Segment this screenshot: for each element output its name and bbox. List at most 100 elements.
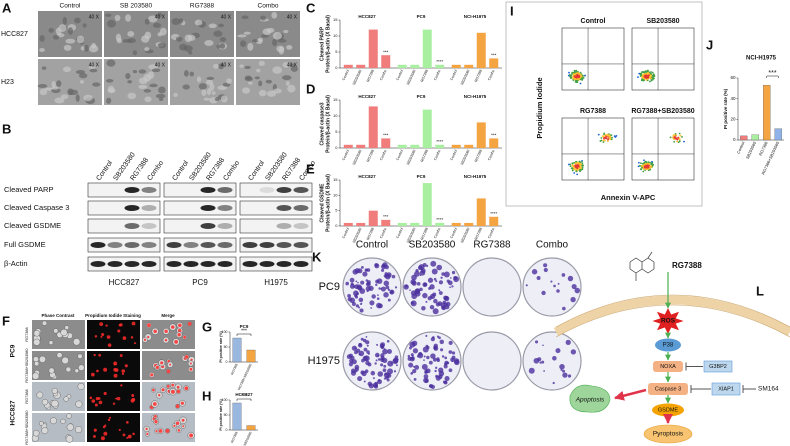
cell bbox=[37, 84, 48, 88]
event bbox=[643, 71, 646, 74]
pi-stain bbox=[106, 335, 111, 339]
cell bbox=[240, 40, 247, 47]
colony bbox=[428, 287, 431, 290]
x-tick-label: RG7388 bbox=[366, 149, 375, 163]
colony bbox=[355, 280, 358, 283]
protein-label: Full GSDME bbox=[4, 240, 46, 249]
cell bbox=[79, 80, 85, 84]
y-tick-label: 15 bbox=[333, 97, 338, 102]
event bbox=[577, 72, 580, 74]
cell bbox=[258, 60, 265, 67]
blot-frame bbox=[239, 200, 313, 216]
x-tick-label: RG7388 bbox=[366, 69, 375, 83]
cell bbox=[256, 68, 261, 73]
event bbox=[645, 79, 648, 81]
blot-band bbox=[124, 223, 140, 229]
colony bbox=[443, 271, 450, 278]
bar bbox=[368, 210, 378, 226]
cell bbox=[138, 84, 148, 90]
colony bbox=[374, 352, 380, 358]
pi-stain bbox=[154, 420, 158, 424]
colony bbox=[374, 263, 380, 269]
blot-frame bbox=[163, 200, 237, 216]
panel-label: K bbox=[312, 249, 322, 264]
group-label: HCC827 bbox=[358, 14, 376, 19]
event bbox=[569, 165, 572, 168]
bar bbox=[356, 222, 366, 226]
event bbox=[646, 76, 649, 79]
cell bbox=[106, 59, 116, 67]
cell bbox=[226, 78, 232, 84]
x-tick-label: SB203580 bbox=[406, 149, 417, 166]
pi-stain bbox=[120, 384, 123, 387]
node-label: ROS bbox=[661, 318, 676, 325]
colony bbox=[449, 286, 451, 289]
colony bbox=[382, 368, 387, 373]
cell bbox=[239, 64, 244, 68]
cell bbox=[187, 34, 196, 41]
pi-stain bbox=[93, 353, 96, 357]
blot-band bbox=[183, 242, 199, 248]
cell bbox=[241, 15, 249, 20]
membrane bbox=[553, 295, 790, 336]
colony bbox=[354, 364, 360, 370]
panel-label: F bbox=[2, 313, 10, 328]
colony bbox=[351, 368, 356, 374]
x-tick-label: RG7388 bbox=[230, 363, 239, 376]
y-axis-label: Protein/β-actin (X Basal) bbox=[325, 95, 331, 153]
pi-stain bbox=[164, 329, 168, 334]
colony bbox=[448, 350, 453, 354]
colony bbox=[431, 268, 438, 275]
cell bbox=[266, 90, 277, 97]
event bbox=[609, 138, 612, 141]
protein-label: Cleaved GSDME bbox=[4, 221, 61, 230]
node-gsdme bbox=[652, 403, 684, 417]
cell-line-label: H1975 bbox=[264, 278, 288, 287]
cell bbox=[75, 69, 86, 75]
event bbox=[569, 163, 572, 166]
x-tick-label: Control bbox=[396, 149, 404, 161]
pi-stain bbox=[100, 436, 105, 441]
node-label: Apoptosis bbox=[575, 397, 605, 404]
column-label: Combo bbox=[536, 240, 569, 251]
colony bbox=[387, 288, 391, 291]
x-tick-label: Control bbox=[342, 149, 350, 161]
colony bbox=[543, 263, 548, 268]
blot-band bbox=[200, 242, 216, 248]
event bbox=[673, 138, 675, 141]
blot-band bbox=[141, 187, 157, 193]
magnification: 40 X bbox=[89, 14, 100, 20]
event bbox=[675, 134, 678, 137]
ros-burst bbox=[652, 308, 684, 334]
colony bbox=[383, 280, 390, 287]
event bbox=[649, 161, 651, 164]
colony bbox=[395, 364, 398, 367]
cell bbox=[196, 76, 202, 83]
cell bbox=[65, 38, 76, 44]
event bbox=[678, 137, 681, 140]
pi-stain bbox=[121, 372, 125, 375]
event bbox=[580, 74, 583, 76]
x-tick-label: Combo bbox=[487, 69, 495, 81]
bar bbox=[464, 222, 474, 226]
x-tick-label: Combo bbox=[433, 69, 441, 81]
cell bbox=[66, 423, 74, 431]
colony bbox=[435, 302, 440, 307]
cell bbox=[127, 80, 133, 84]
pi-stain bbox=[158, 394, 161, 397]
colony bbox=[357, 281, 359, 284]
cell bbox=[73, 338, 81, 346]
x-tick-label: SB203580 bbox=[352, 227, 363, 244]
bar bbox=[435, 64, 445, 68]
event bbox=[681, 136, 683, 138]
pi-stain bbox=[99, 322, 104, 327]
event bbox=[673, 140, 676, 143]
colony bbox=[560, 368, 563, 371]
blot-band bbox=[166, 261, 182, 267]
cell bbox=[175, 36, 183, 42]
pi-stain bbox=[118, 428, 121, 432]
cell bbox=[194, 19, 203, 26]
arrow bbox=[614, 388, 647, 401]
event bbox=[641, 78, 643, 81]
cell bbox=[36, 391, 44, 399]
